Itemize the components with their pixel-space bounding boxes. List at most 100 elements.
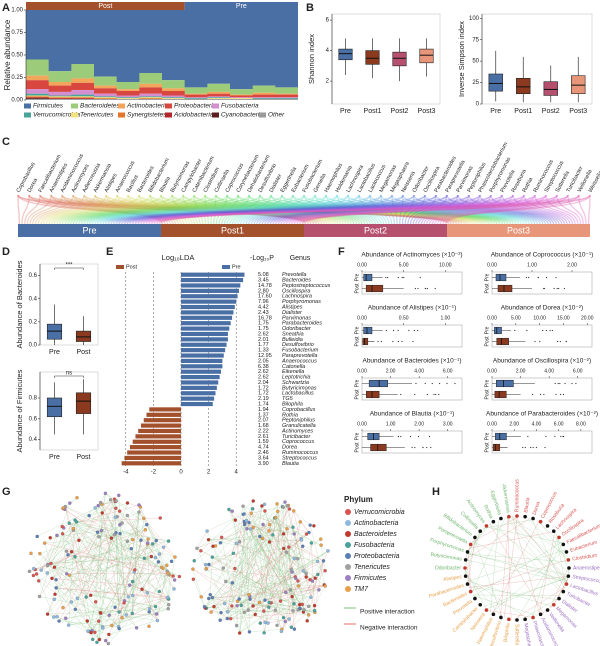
segment xyxy=(94,93,118,97)
node xyxy=(219,535,224,540)
flow xyxy=(193,194,350,225)
edge xyxy=(69,575,100,640)
flow xyxy=(399,194,404,225)
p-value-label: 16.78 xyxy=(258,315,272,321)
node xyxy=(312,524,316,528)
group-label: Post3 xyxy=(507,225,530,235)
flow xyxy=(149,194,339,225)
edge xyxy=(147,592,156,607)
legend-dot xyxy=(345,542,351,548)
edge xyxy=(111,538,148,593)
outlier-dot xyxy=(551,329,554,332)
edge xyxy=(121,540,157,618)
y-axis-label: Abundance of Bacteroides xyxy=(15,260,24,348)
flow xyxy=(358,194,533,225)
node xyxy=(150,542,155,546)
p-value-label: 1.77 xyxy=(258,342,269,348)
outlier-dot xyxy=(560,393,562,396)
edge xyxy=(149,611,158,621)
legend-swatch xyxy=(165,103,172,109)
segment xyxy=(26,80,50,90)
y-axis-label: Shannon index xyxy=(307,34,316,84)
flow xyxy=(293,194,558,225)
edge xyxy=(225,581,295,604)
flow xyxy=(75,194,250,225)
edge xyxy=(99,499,115,640)
flow xyxy=(45,194,129,225)
node xyxy=(515,618,519,622)
y-tick-label: Pre xyxy=(354,326,360,334)
node xyxy=(242,610,247,614)
edge xyxy=(105,493,144,519)
outlier-dot xyxy=(419,276,421,279)
edge xyxy=(262,524,324,562)
bar xyxy=(181,348,226,353)
box xyxy=(46,397,63,418)
flow xyxy=(412,194,459,225)
segment xyxy=(139,87,163,94)
segment xyxy=(207,83,231,92)
edge xyxy=(41,533,121,571)
edge xyxy=(227,527,254,619)
flow xyxy=(248,194,506,225)
segment xyxy=(275,93,298,95)
node xyxy=(118,523,122,527)
flow xyxy=(32,194,74,225)
flow xyxy=(258,194,415,225)
chord xyxy=(506,516,568,582)
box xyxy=(492,443,501,452)
edge xyxy=(239,596,293,634)
flow xyxy=(118,194,426,225)
node xyxy=(551,529,556,534)
outlier-dot xyxy=(401,276,403,279)
node xyxy=(157,552,162,556)
flow xyxy=(149,194,196,225)
legend-swatch xyxy=(118,103,125,109)
flow xyxy=(270,194,512,225)
node xyxy=(317,588,321,592)
genus-label: Ruminococcus xyxy=(282,450,318,456)
edge xyxy=(220,501,286,543)
node xyxy=(137,503,141,507)
edge xyxy=(74,556,156,558)
node xyxy=(223,601,227,606)
box xyxy=(419,48,434,64)
node xyxy=(166,606,170,611)
x-tick-label: 2.00 xyxy=(509,421,519,427)
edge xyxy=(69,523,169,542)
node xyxy=(145,522,149,527)
node-label: Clostridium xyxy=(572,553,598,563)
node xyxy=(249,511,253,515)
node xyxy=(37,594,42,599)
segment xyxy=(71,97,95,99)
edge xyxy=(277,511,295,604)
node xyxy=(154,538,158,543)
x-tick-label: Post3 xyxy=(569,108,587,115)
edge xyxy=(305,542,312,578)
node xyxy=(323,569,327,573)
edge xyxy=(119,502,128,525)
x-tick-label: 2.00 xyxy=(414,421,424,427)
x-tick-label: 20.00 xyxy=(581,315,594,321)
segment xyxy=(162,99,186,100)
bar xyxy=(181,272,245,277)
node-label: Dorea xyxy=(532,501,542,516)
segment xyxy=(230,99,254,100)
node xyxy=(134,626,139,630)
chart-title: Abundance of Bacteroides (×10⁻¹) xyxy=(362,358,461,365)
chord xyxy=(466,553,569,563)
outlier-dot xyxy=(392,340,394,343)
outlier-dot xyxy=(414,393,416,396)
flow xyxy=(237,194,327,225)
node xyxy=(97,535,101,539)
node xyxy=(463,574,468,578)
outlier-dot xyxy=(377,340,379,343)
flow xyxy=(123,194,448,225)
chord xyxy=(467,553,569,576)
edge xyxy=(44,528,74,544)
bar xyxy=(181,380,219,385)
flow xyxy=(50,194,315,225)
genus-label: Porphyromonas xyxy=(282,299,321,305)
edge xyxy=(232,538,263,583)
node xyxy=(154,612,159,616)
